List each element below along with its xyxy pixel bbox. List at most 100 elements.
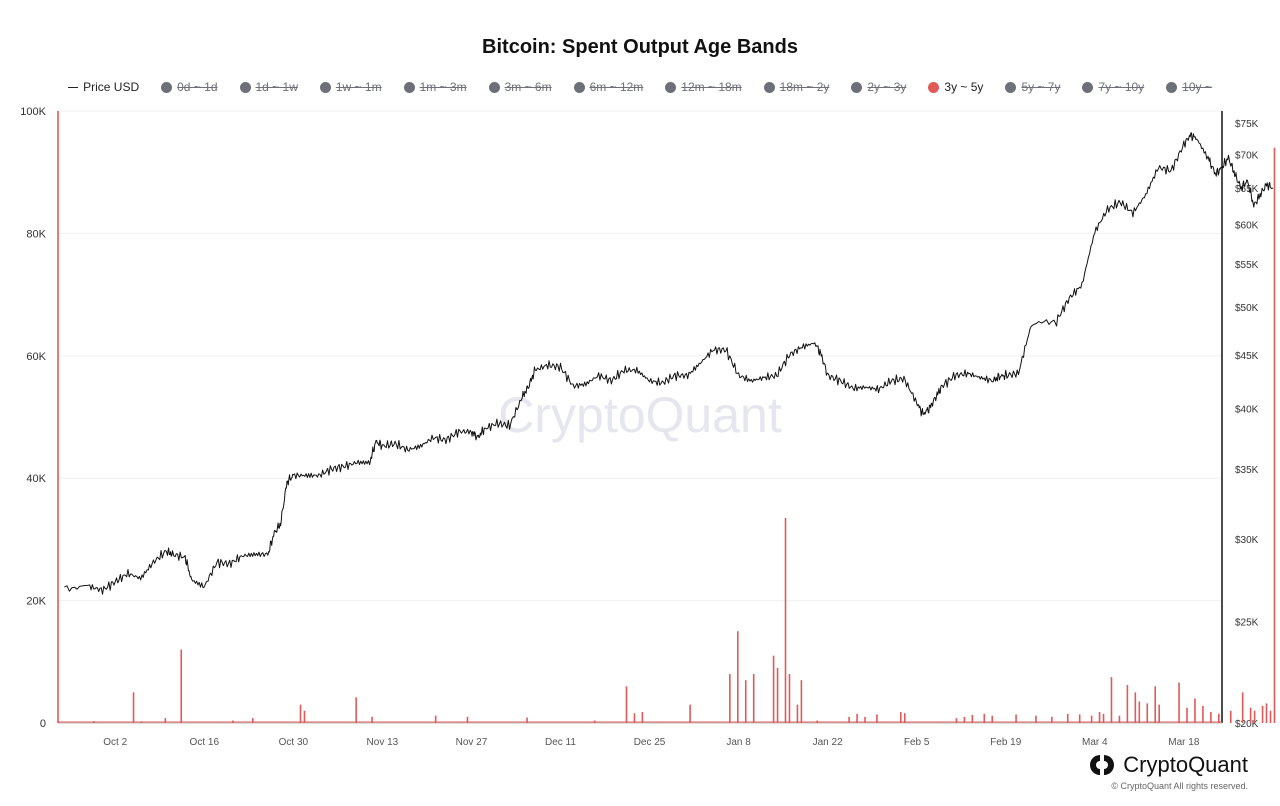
legend-label: 2y ~ 3y (867, 80, 907, 94)
legend-label: 1d ~ 1w (255, 80, 298, 94)
bar-mark (983, 713, 986, 723)
y-right-tick-label: $70K (1235, 150, 1259, 161)
bar-mark (848, 716, 850, 723)
bar-mark (434, 715, 437, 723)
bar-mark (1090, 715, 1093, 723)
bar-mark (864, 716, 866, 723)
bar-mark (1138, 701, 1141, 723)
bar-mark (1066, 713, 1069, 723)
bar-mark (1178, 682, 1180, 723)
legend-label: 18m ~ 2y (779, 80, 830, 94)
legend-item[interactable]: 12m ~ 18m (665, 80, 742, 94)
bar-mark (232, 720, 234, 723)
x-tick-label: Feb 5 (904, 737, 930, 748)
legend-item[interactable]: 2y ~ 3y (851, 80, 906, 94)
legend-label: Price USD (83, 80, 140, 94)
y-right-tick-label: $50K (1235, 303, 1259, 314)
legend-label: 3y ~ 5y (944, 80, 984, 94)
legend-label: 5y ~ 7y (1021, 80, 1061, 94)
legend-item[interactable]: 7y ~ 10y (1082, 80, 1144, 94)
legend-dot-marker (403, 81, 415, 93)
bar-mark (1218, 713, 1220, 723)
bar-mark (752, 674, 755, 723)
bar-mark (1051, 716, 1053, 723)
bar-mark (526, 717, 528, 723)
legend-item[interactable]: 1w ~ 1m (319, 80, 382, 94)
bar-mark (971, 715, 974, 723)
y-right-tick-label: $20K (1235, 719, 1259, 730)
legend-item[interactable]: 18m ~ 2y (763, 80, 830, 94)
legend-item[interactable]: Price USD (68, 80, 139, 94)
bar-mark (625, 686, 628, 723)
brand-logo: CryptoQuant (1089, 752, 1248, 778)
bar-mark (963, 716, 966, 723)
bar-mark (899, 711, 902, 723)
bar-mark (1134, 692, 1137, 723)
y-left-tick-label: 0 (40, 718, 46, 730)
bar-mark (800, 680, 803, 723)
y-left-tick-label: 40K (26, 473, 46, 485)
legend-item[interactable]: 1m ~ 3m (403, 80, 467, 94)
legend-label: 1w ~ 1m (335, 80, 382, 94)
y-right-tick-label: $45K (1235, 351, 1259, 362)
bar-mark (593, 720, 596, 723)
bar-mark (1186, 707, 1188, 723)
y-right-tick-label: $30K (1235, 535, 1259, 546)
legend-label: 1m ~ 3m (419, 80, 467, 94)
bar-mark (1249, 707, 1252, 723)
bar-mark (1265, 703, 1268, 723)
legend-label: 0d ~ 1d (177, 80, 218, 94)
y-right-tick-label: $65K (1235, 184, 1259, 195)
bar-mark (788, 674, 791, 723)
x-tick-label: Oct 2 (103, 737, 127, 748)
legend-item[interactable]: 3m ~ 6m (488, 80, 552, 94)
y-right-tick-label: $40K (1235, 404, 1259, 415)
bar-mark (776, 667, 779, 723)
legend-dot-marker (161, 81, 173, 93)
legend-item[interactable]: 6m ~ 12m (573, 80, 643, 94)
bar-mark (633, 713, 636, 723)
bar-mark (132, 692, 135, 723)
legend-item[interactable]: 1d ~ 1w (239, 80, 298, 94)
copyright-text: © CryptoQuant All rights reserved. (1111, 781, 1248, 791)
x-tick-label: Nov 13 (367, 737, 399, 748)
legend-item[interactable]: 5y ~ 7y (1005, 80, 1060, 94)
chart-title: Bitcoin: Spent Output Age Bands (482, 36, 798, 58)
bar-mark (466, 716, 469, 723)
bar-mark (772, 655, 775, 723)
y-right-tick-label: $35K (1235, 465, 1259, 476)
bar-mark (92, 721, 95, 723)
bar-mark (816, 720, 819, 723)
legend-item[interactable]: 10y ~ (1166, 80, 1212, 94)
y-right-tick-label: $55K (1235, 260, 1259, 271)
x-tick-label: Mar 18 (1168, 737, 1200, 748)
bar-mark (1253, 710, 1256, 723)
bar-mark (251, 718, 254, 723)
price-line (64, 132, 1274, 595)
x-tick-label: Dec 25 (634, 737, 666, 748)
bar-mark (1241, 692, 1244, 723)
bar-mark (991, 715, 994, 723)
y-left-tick-label: 100K (20, 106, 46, 118)
bar-mark (1202, 705, 1204, 723)
cryptoquant-logo-icon (1090, 755, 1115, 775)
legend-item[interactable]: 0d ~ 1d (161, 80, 218, 94)
bar-mark (57, 111, 59, 723)
legend-item[interactable]: 3y ~ 5y (928, 80, 983, 94)
bar-mark (1118, 715, 1121, 723)
bar-mark (1194, 698, 1196, 723)
legend-label: 7y ~ 10y (1098, 80, 1145, 94)
bar-mark (876, 714, 878, 723)
bar-mark (355, 697, 357, 723)
bar-mark (689, 704, 691, 723)
y-left-tick-label: 20K (26, 596, 46, 608)
y-left-tick-label: 60K (26, 351, 46, 363)
bar-mark (955, 718, 958, 723)
legend-label: 12m ~ 18m (681, 80, 742, 94)
bar-mark (303, 710, 306, 723)
legend-dot-marker (763, 81, 775, 93)
y-right-tick-label: $25K (1235, 618, 1259, 629)
bar-mark (796, 704, 799, 723)
bar-mark (164, 718, 167, 723)
